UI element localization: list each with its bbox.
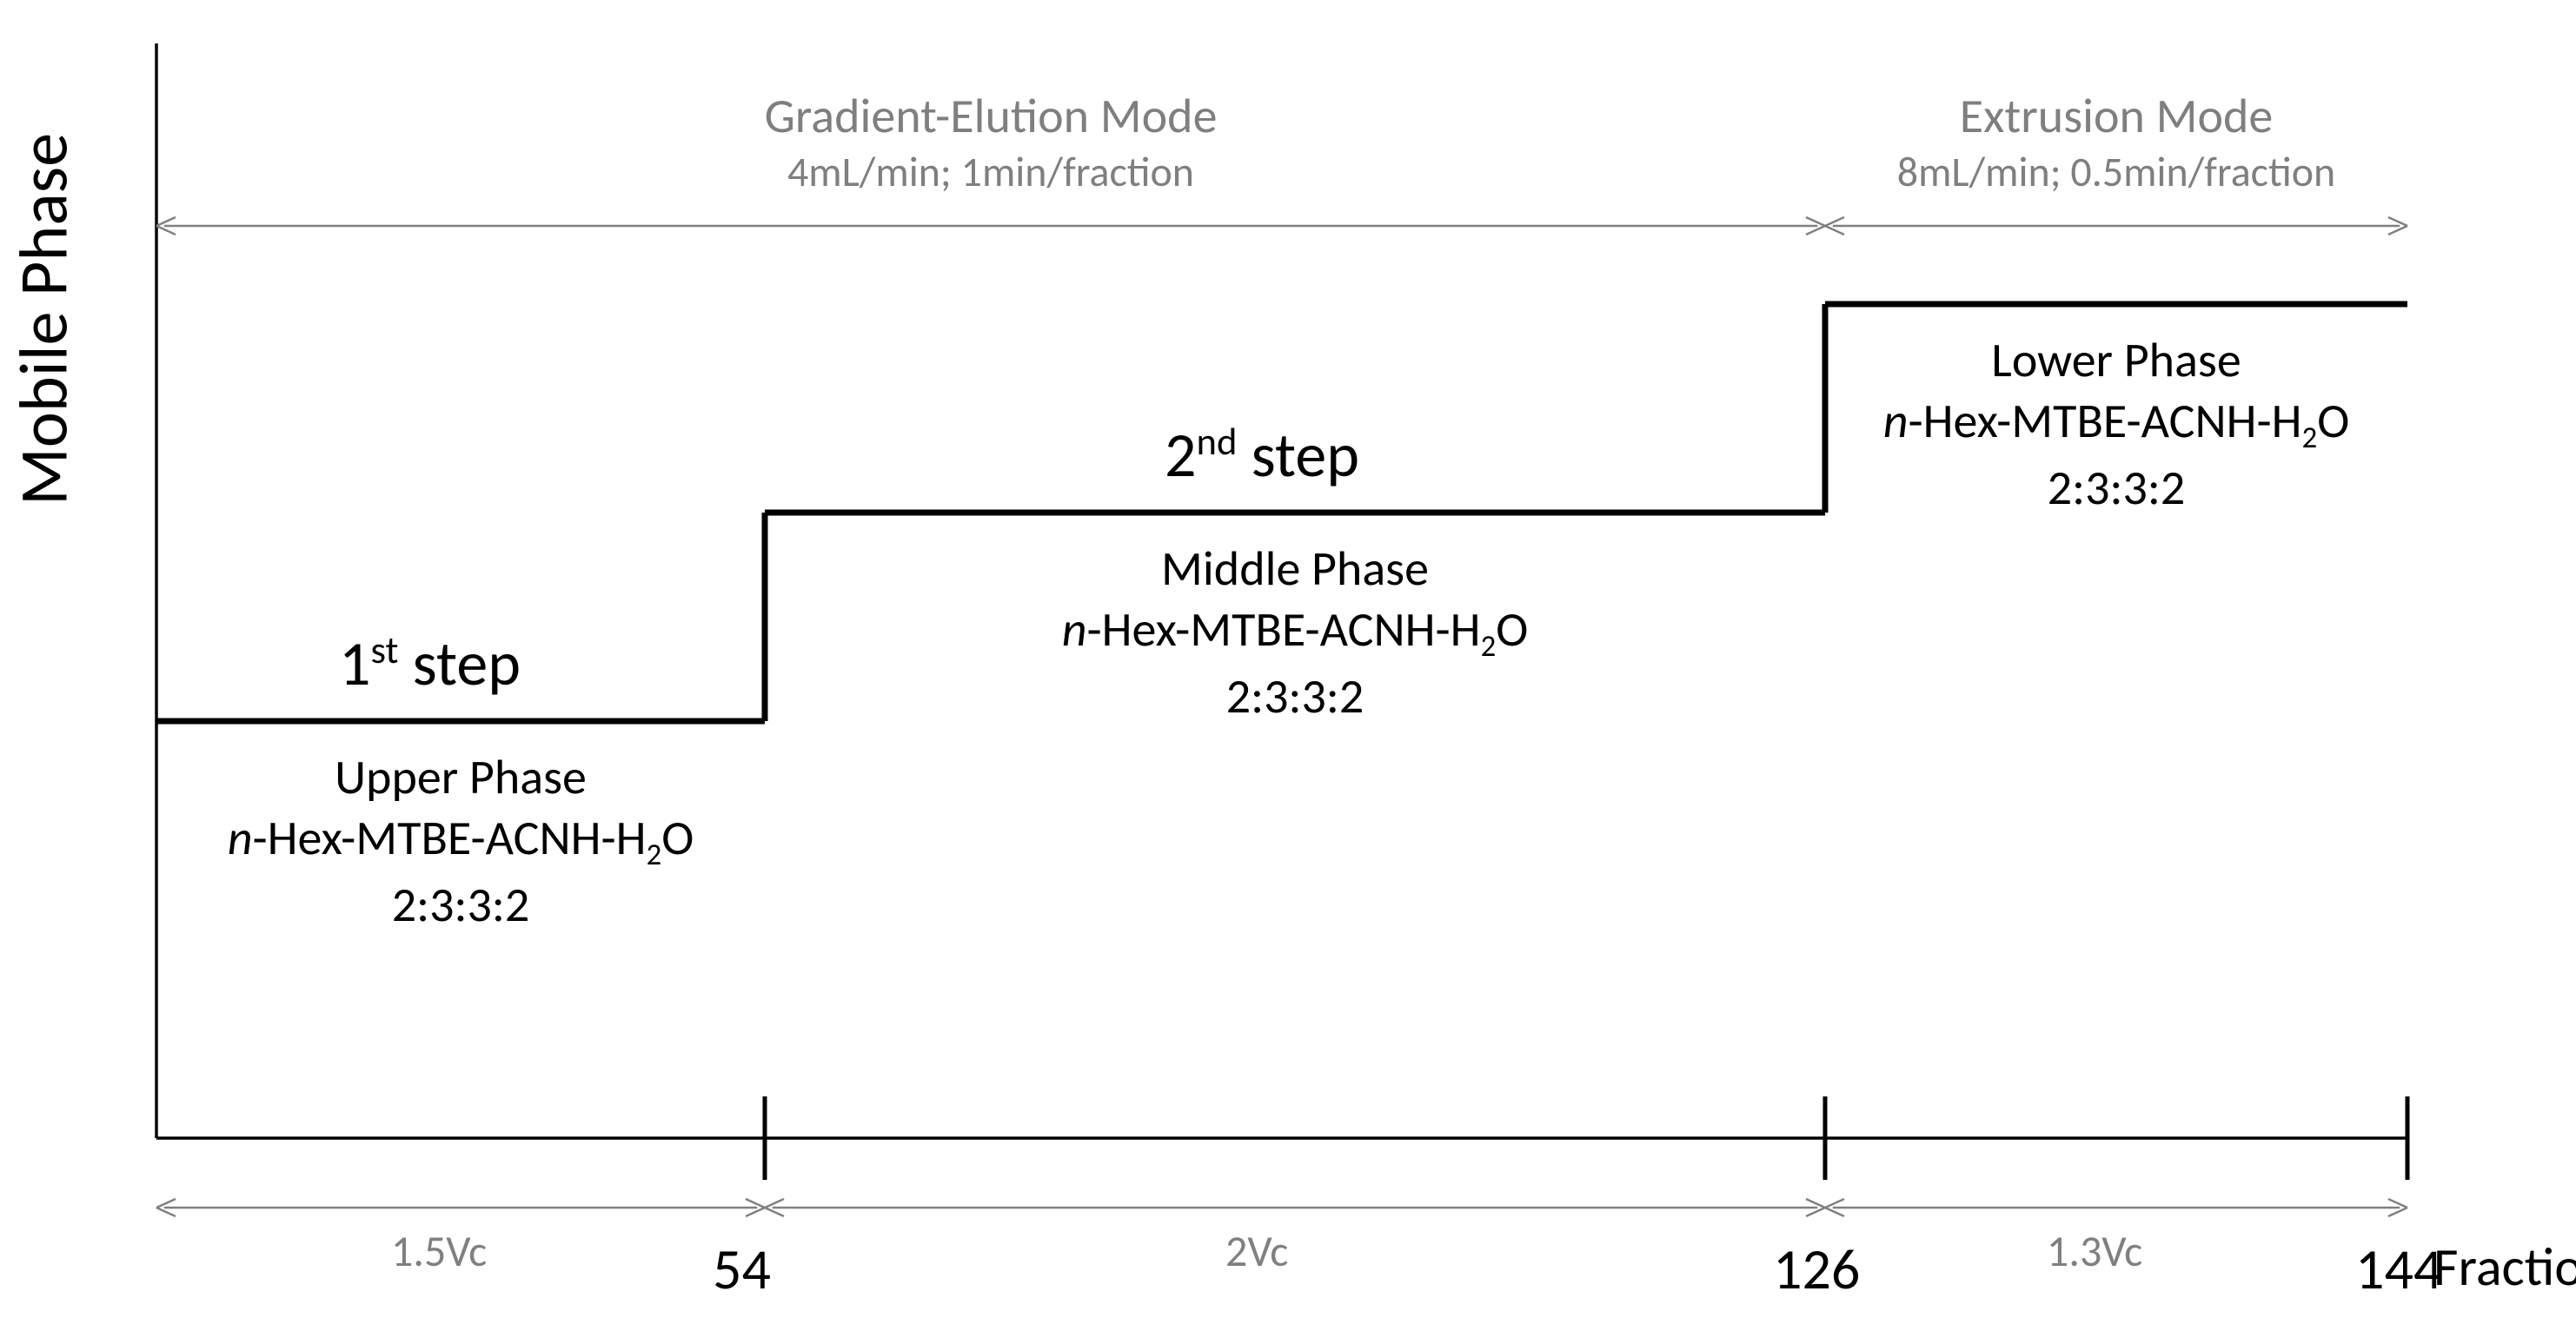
x-tick-2: 144 [2355, 1234, 2442, 1304]
phase-middle-title: Middle Phase [947, 539, 1643, 599]
vc-label-2: 1.3Vc [2047, 1225, 2142, 1278]
mode-gradient-sub: 4mL/min; 1min/fraction [156, 146, 1825, 197]
phase-lower-ratio: 2:3:3:2 [1769, 458, 2464, 519]
phase-upper-solvent: n-Hex-MTBE-ACNH-H2O [113, 808, 808, 875]
phase-middle-ratio: 2:3:3:2 [947, 666, 1643, 727]
y-axis-label: Mobile Phase [3, 76, 85, 563]
vc-label-0: 1.5Vc [391, 1225, 487, 1278]
step-2-title: 2nd step [1165, 417, 1359, 493]
x-tick-0: 54 [713, 1234, 771, 1304]
phase-middle-solvent: n-Hex-MTBE-ACNH-H2O [947, 599, 1643, 666]
x-axis-label: Fraction [2433, 1234, 2576, 1300]
phase-lower-title: Lower Phase [1769, 330, 2464, 391]
mode-extrusion-title: Extrusion Mode [1825, 87, 2407, 146]
phase-upper-title: Upper Phase [113, 747, 808, 808]
mode-gradient-title: Gradient-Elution Mode [156, 87, 1825, 146]
phase-lower-solvent: n-Hex-MTBE-ACNH-H2O [1769, 391, 2464, 458]
mode-gradient-header: Gradient-Elution Mode 4mL/min; 1min/frac… [156, 87, 1825, 197]
mode-extrusion-header: Extrusion Mode 8mL/min; 0.5min/fraction [1825, 87, 2407, 197]
phase-middle-block: Middle Phase n-Hex-MTBE-ACNH-H2O 2:3:3:2 [947, 539, 1643, 727]
diagram-root: Mobile Phase Gradient-Elution Mode 4mL/m… [0, 0, 2576, 1331]
phase-upper-ratio: 2:3:3:2 [113, 875, 808, 936]
phase-lower-block: Lower Phase n-Hex-MTBE-ACNH-H2O 2:3:3:2 [1769, 330, 2464, 519]
phase-upper-block: Upper Phase n-Hex-MTBE-ACNH-H2O 2:3:3:2 [113, 747, 808, 936]
vc-label-1: 2Vc [1225, 1225, 1288, 1278]
mode-extrusion-sub: 8mL/min; 0.5min/fraction [1825, 146, 2407, 197]
step-1-title: 1st step [339, 626, 521, 702]
x-tick-1: 126 [1773, 1234, 1860, 1304]
